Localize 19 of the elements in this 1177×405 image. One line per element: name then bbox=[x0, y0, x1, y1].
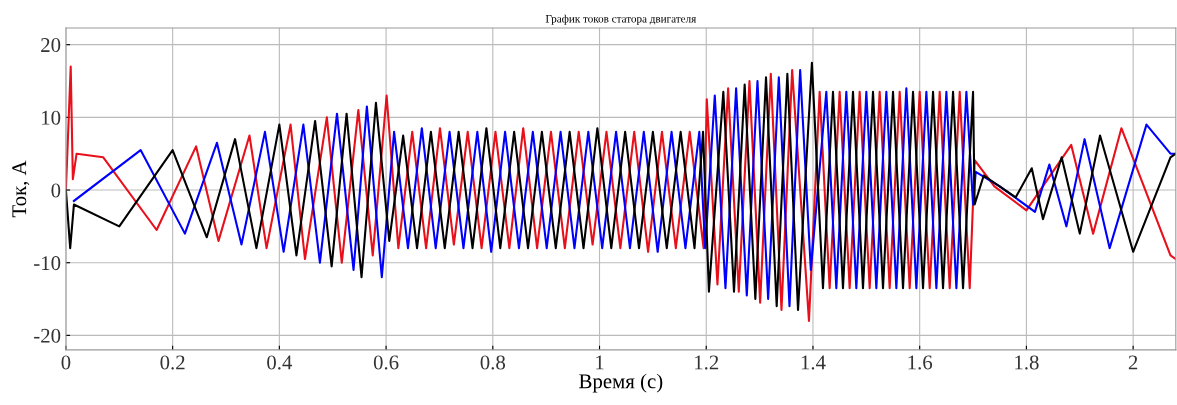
y-tick-label: 10 bbox=[42, 110, 61, 125]
x-tick-label: 0.2 bbox=[160, 355, 185, 370]
y-axis-title: Ток, А bbox=[12, 160, 30, 218]
x-tick-label: 1 bbox=[596, 355, 604, 370]
x-tick-label: 0.8 bbox=[480, 355, 506, 370]
x-tick-label: 0.4 bbox=[267, 355, 293, 370]
x-axis-title: Время (с) bbox=[579, 373, 663, 393]
x-tick-label: 1.4 bbox=[801, 355, 826, 370]
x-tick-label: 1.8 bbox=[1015, 355, 1039, 370]
chart-title: График токов статора двигателя bbox=[545, 14, 697, 25]
y-tick-label: -10 bbox=[34, 256, 61, 271]
x-tick-label: 2 bbox=[1128, 355, 1138, 370]
x-tick-label: 0 bbox=[61, 355, 71, 370]
y-tick-label: 0 bbox=[51, 183, 61, 198]
x-tick-label: 1.2 bbox=[695, 355, 719, 370]
x-tick-label: 1.6 bbox=[908, 355, 933, 370]
x-tick-label: 0.6 bbox=[373, 355, 399, 370]
y-tick-label: 20 bbox=[41, 38, 61, 53]
y-tick-label: -20 bbox=[34, 328, 61, 343]
